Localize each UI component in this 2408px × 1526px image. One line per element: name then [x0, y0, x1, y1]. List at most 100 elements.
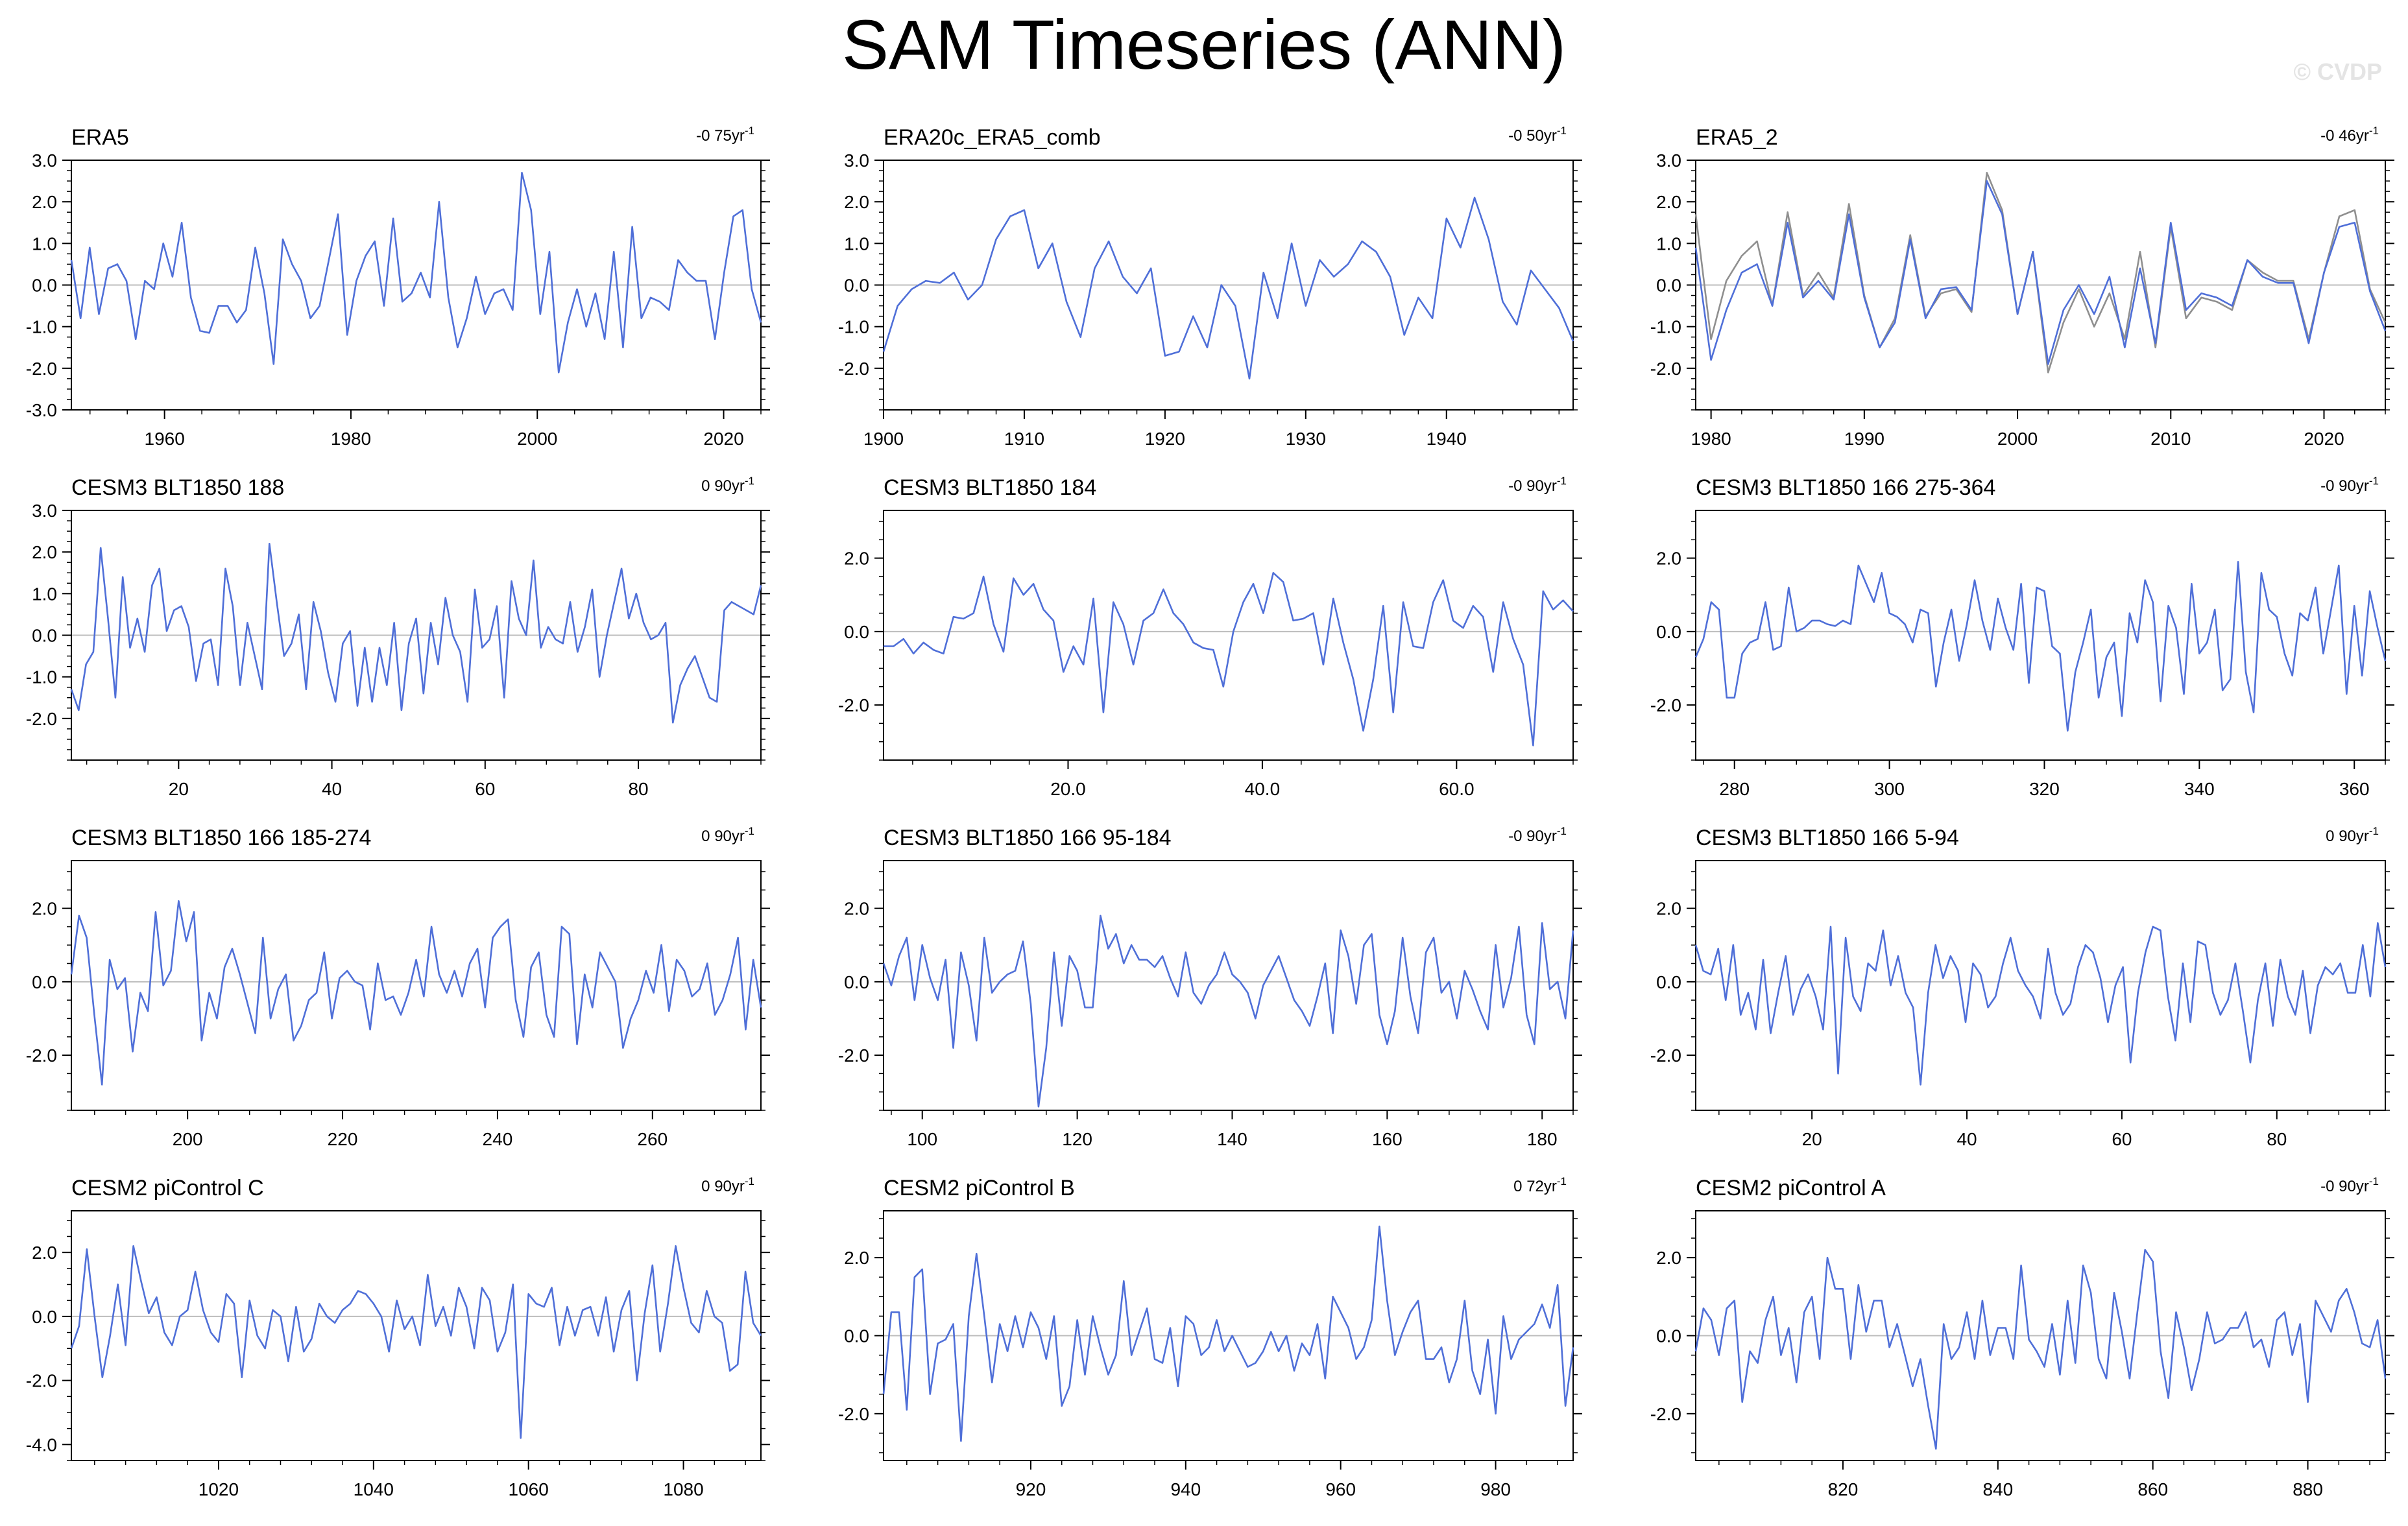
series-line-1 — [882, 1225, 1574, 1442]
trend-exponent: -1 — [1557, 125, 1567, 137]
x-tick-label: 360 — [2339, 779, 2370, 799]
trend-exponent: -1 — [745, 475, 754, 487]
y-tick-label: 2.0 — [32, 899, 57, 919]
page-title: SAM Timeseries (ANN) — [841, 5, 1567, 84]
series-line-1 — [70, 542, 762, 724]
plot-frame — [1695, 510, 2386, 761]
x-tick-label: 980 — [1480, 1479, 1511, 1499]
x-tick-label: 240 — [483, 1129, 513, 1149]
trend-exponent: -1 — [2369, 825, 2379, 837]
trend-label: 0 90yr-1 — [701, 475, 754, 495]
series-line-2 — [1694, 171, 2387, 374]
y-tick-label: 1.0 — [844, 233, 869, 254]
x-tick-label: 140 — [1217, 1129, 1247, 1149]
x-tick-label: 340 — [2184, 779, 2215, 799]
y-tick-label: -2.0 — [1650, 1404, 1681, 1424]
panel-title: CESM3 BLT1850 184 — [884, 475, 1096, 500]
trend-exponent: -1 — [745, 1175, 754, 1187]
x-tick-label: 40 — [1956, 1129, 1977, 1149]
x-tick-label: 1060 — [509, 1479, 549, 1499]
x-tick-label: 20.0 — [1050, 779, 1086, 799]
x-tick-label: 860 — [2137, 1479, 2168, 1499]
x-tick-label: 1960 — [145, 429, 185, 449]
series-line-1 — [882, 197, 1574, 380]
y-tick-label: -2.0 — [1650, 1045, 1681, 1066]
y-tick-label: 0.0 — [1656, 1326, 1681, 1346]
x-tick-label: 840 — [1982, 1479, 2013, 1499]
y-tick-label: -2.0 — [26, 1045, 57, 1066]
y-tick-label: -3.0 — [26, 400, 57, 420]
x-tick-label: 1020 — [199, 1479, 239, 1499]
series-line-1 — [1694, 922, 2387, 1086]
x-tick-label: 1940 — [1427, 429, 1467, 449]
trend-exponent: -1 — [2369, 125, 2379, 137]
y-tick-label: 0.0 — [844, 622, 869, 642]
panel-title: CESM3 BLT1850 188 — [71, 475, 284, 500]
y-tick-label: 0.0 — [844, 1326, 869, 1346]
series-line-1 — [70, 1245, 762, 1439]
y-tick-label: -2.0 — [838, 695, 869, 715]
x-tick-label: 300 — [1874, 779, 1905, 799]
panel-title: CESM2 piControl C — [71, 1176, 264, 1200]
x-tick-label: 100 — [907, 1129, 937, 1149]
y-tick-label: 1.0 — [1656, 233, 1681, 254]
x-tick-label: 60 — [475, 779, 495, 799]
x-tick-label: 2010 — [2150, 429, 2191, 449]
x-tick-label: 160 — [1372, 1129, 1403, 1149]
y-tick-label: 1.0 — [32, 233, 57, 254]
chart-panel-4: 3.0 2.0 1.0 0.0 -1.0 -2.0 20 40 60 80 CESM3 BLT185… — [26, 475, 770, 799]
trend-exponent: -1 — [745, 125, 754, 137]
y-tick-label: 2.0 — [1656, 1248, 1681, 1268]
x-tick-label: 1910 — [1004, 429, 1044, 449]
series-line-1 — [70, 171, 762, 374]
y-tick-label: 0.0 — [32, 1307, 57, 1327]
x-tick-label: 1980 — [1691, 429, 1731, 449]
trend-label: 0 90yr-1 — [2326, 825, 2379, 845]
x-tick-label: 320 — [2029, 779, 2060, 799]
trend-label: -0 90yr-1 — [2320, 1175, 2379, 1195]
x-tick-label: 2000 — [517, 429, 557, 449]
y-tick-label: 2.0 — [1656, 192, 1681, 212]
y-tick-label: 2.0 — [1656, 549, 1681, 569]
y-tick-label: 2.0 — [844, 899, 869, 919]
panel-title: CESM2 piControl A — [1696, 1176, 1886, 1200]
trend-label: -0 75yr-1 — [696, 125, 754, 145]
y-tick-label: 3.0 — [1656, 150, 1681, 171]
y-tick-label: 0.0 — [1656, 972, 1681, 992]
x-tick-label: 180 — [1527, 1129, 1558, 1149]
panel-title: ERA5 — [71, 125, 129, 150]
chart-panel-5: 2.0 0.0 -2.0 20.0 40.0 60.0 CESM3 BLT1850 184 -… — [838, 475, 1582, 799]
y-tick-label: -1.0 — [26, 317, 57, 337]
x-tick-label: 1990 — [1844, 429, 1884, 449]
x-tick-label: 880 — [2293, 1479, 2323, 1499]
trend-exponent: -1 — [1557, 825, 1567, 837]
x-tick-label: 2000 — [1997, 429, 2038, 449]
x-tick-label: 80 — [2267, 1129, 2287, 1149]
x-tick-label: 20 — [1802, 1129, 1822, 1149]
panel-title: CESM3 BLT1850 166 185-274 — [71, 826, 371, 850]
trend-label: -0 46yr-1 — [2320, 125, 2379, 145]
y-tick-label: 1.0 — [32, 584, 57, 604]
series-line-1 — [1694, 1248, 2387, 1450]
y-tick-label: 2.0 — [844, 192, 869, 212]
x-tick-label: 1980 — [331, 429, 371, 449]
trend-label: -0 50yr-1 — [1508, 125, 1567, 145]
x-tick-label: 60 — [2112, 1129, 2132, 1149]
trend-exponent: -1 — [2369, 475, 2379, 487]
plot-frame — [883, 860, 1574, 1111]
x-tick-label: 820 — [1828, 1479, 1859, 1499]
chart-panel-11: 2.0 0.0 -2.0 920 940 960 980 CESM2 piControl B 0… — [838, 1175, 1582, 1499]
trend-label: 0 90yr-1 — [701, 1175, 754, 1195]
x-tick-label: 2020 — [703, 429, 743, 449]
y-tick-label: 2.0 — [32, 192, 57, 212]
chart-panel-10: 2.0 0.0 -2.0 -4.0 1020 1040 1060 1080 CESM2 piCo… — [26, 1175, 770, 1499]
trend-label: 0 72yr-1 — [1513, 1175, 1567, 1195]
x-tick-label: 1040 — [354, 1479, 394, 1499]
y-tick-label: 0.0 — [1656, 276, 1681, 296]
x-tick-label: 1080 — [663, 1479, 703, 1499]
y-tick-label: -2.0 — [1650, 359, 1681, 379]
x-tick-label: 20 — [169, 779, 189, 799]
trend-label: -0 90yr-1 — [1508, 475, 1567, 495]
panel-title: CESM2 piControl B — [884, 1176, 1075, 1200]
